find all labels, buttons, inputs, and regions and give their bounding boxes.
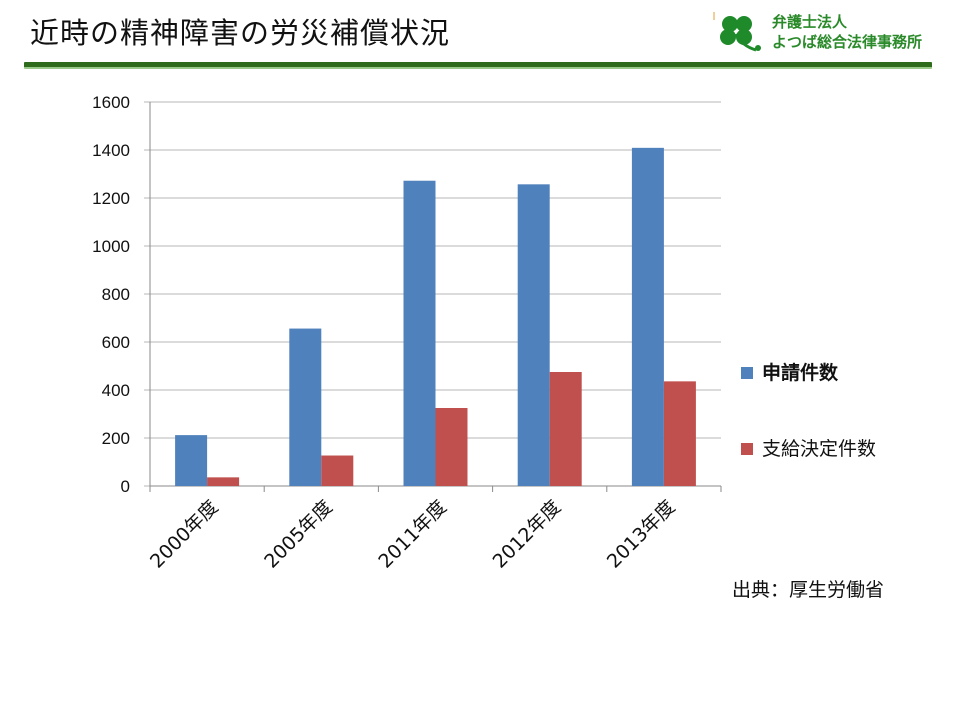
bar-approvals bbox=[549, 372, 582, 486]
y-tick-label: 800 bbox=[102, 285, 130, 304]
y-tick-label: 1200 bbox=[92, 189, 130, 208]
legend-swatch bbox=[741, 367, 753, 379]
y-tick-label: 400 bbox=[102, 381, 130, 400]
bar-applications bbox=[517, 184, 550, 486]
clover-icon bbox=[713, 12, 761, 52]
y-tick-label: 1400 bbox=[92, 141, 130, 160]
slide-title: 近時の精神障害の労災補償状況 bbox=[30, 16, 451, 50]
y-tick-label: 1600 bbox=[92, 93, 130, 112]
y-tick-label: 200 bbox=[102, 429, 130, 448]
y-tick-label: 600 bbox=[102, 333, 130, 352]
x-category-label: 2013年度 bbox=[603, 496, 680, 573]
legend-label: 申請件数 bbox=[762, 361, 839, 384]
source-note: 出典：厚生労働省 bbox=[732, 579, 885, 601]
title-divider bbox=[24, 62, 932, 69]
bar-approvals bbox=[663, 381, 696, 486]
logo-firm-name: よつば総合法律事務所 bbox=[772, 33, 923, 51]
x-category-label: 2000年度 bbox=[146, 496, 223, 573]
legend-swatch bbox=[741, 443, 753, 455]
bar-approvals bbox=[207, 477, 240, 486]
firm-logo: 弁護士法人 よつば総合法律事務所 bbox=[712, 8, 942, 58]
y-tick-label: 0 bbox=[121, 477, 130, 496]
y-tick-label: 1000 bbox=[92, 237, 130, 256]
logo-firm-type: 弁護士法人 bbox=[772, 13, 848, 31]
bar-applications bbox=[403, 180, 436, 486]
bar-approvals bbox=[435, 408, 468, 486]
x-category-label: 2011年度 bbox=[374, 496, 451, 573]
bar-applications bbox=[631, 147, 664, 486]
x-category-label: 2012年度 bbox=[489, 496, 566, 573]
x-category-label: 2005年度 bbox=[260, 496, 337, 573]
legend-label: 支給決定件数 bbox=[762, 438, 876, 460]
bar-approvals bbox=[321, 455, 354, 486]
bar-applications bbox=[175, 435, 208, 486]
bar-applications bbox=[289, 328, 322, 486]
